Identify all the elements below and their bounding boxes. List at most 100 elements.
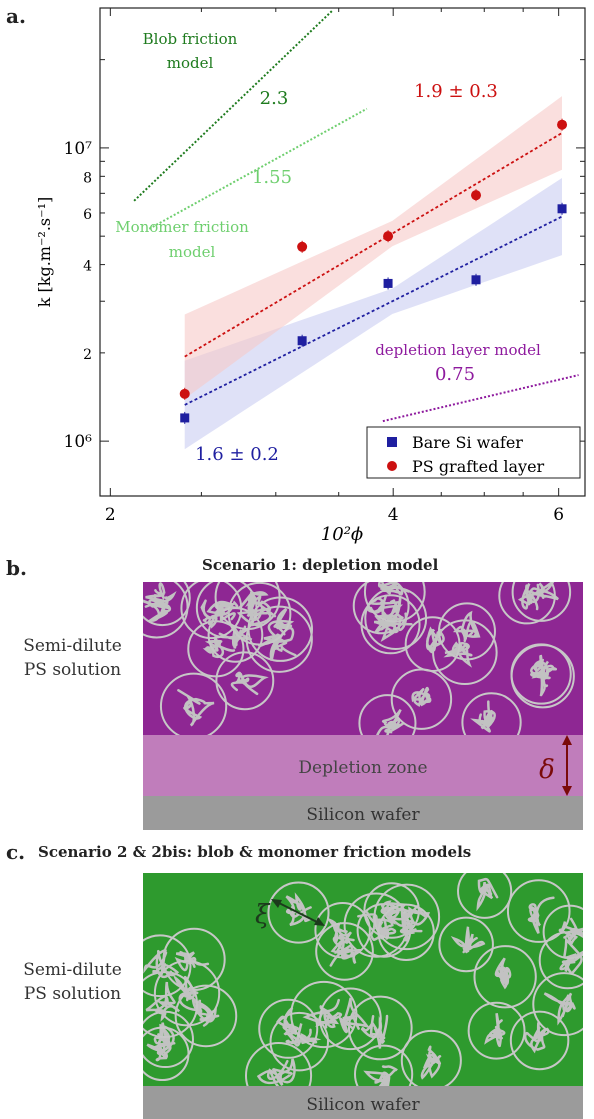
- polymer-blob: [363, 582, 426, 623]
- blob-outline: [467, 1001, 526, 1060]
- polymer-blob: [473, 945, 537, 1009]
- data-point-circle: [297, 241, 308, 252]
- scenario-c-side-line2: PS solution: [23, 984, 122, 1004]
- blob-outline: [358, 694, 417, 735]
- polymer-blob: [227, 582, 292, 646]
- polymer-blob: [400, 1029, 462, 1086]
- polymer-chain: [450, 926, 486, 954]
- polymer-chain: [172, 974, 199, 1012]
- polymer-chain: [146, 1034, 176, 1062]
- polymer-blob: [143, 582, 191, 627]
- polymer-chain: [206, 600, 239, 623]
- blob-outline: [542, 904, 583, 960]
- depletion-zone-label: Depletion zone: [298, 758, 427, 778]
- polymer-chain: [494, 957, 512, 990]
- model-line-2: [382, 374, 579, 423]
- blob-outline: [360, 594, 421, 655]
- blob-outline: [207, 607, 264, 663]
- xi-symbol: ξ: [255, 900, 271, 930]
- polymer-blob: [467, 1001, 526, 1060]
- polymer-chain: [267, 608, 295, 643]
- x-tick-label: 2: [105, 505, 116, 525]
- blob-outline: [438, 916, 494, 973]
- blob-outline: [153, 960, 221, 1027]
- polymer-chain: [329, 939, 364, 967]
- polymer-blob: [457, 873, 513, 919]
- polymer-blob: [143, 934, 192, 998]
- blob-outline: [506, 879, 571, 943]
- blob-outline: [180, 582, 243, 640]
- model-line-0: [133, 9, 334, 202]
- fit-line-0: [184, 215, 563, 406]
- blob-outline: [400, 1029, 462, 1086]
- scenario-b-diagram: Depletion zone δ Silicon wafer: [143, 582, 583, 830]
- blob-outline: [143, 971, 199, 1039]
- blob-model-label-2: model: [167, 54, 214, 72]
- polymer-chain: [256, 1058, 296, 1086]
- polymer-chain: [200, 599, 234, 629]
- legend-label: PS grafted layer: [412, 457, 545, 476]
- blob-outline: [390, 668, 453, 730]
- polymer-blob: [319, 987, 382, 1051]
- bare-fit-label: 1.6 ± 0.2: [195, 444, 279, 465]
- xi-arrow: [271, 899, 325, 926]
- blob-outline: [363, 582, 426, 623]
- polymer-chain: [275, 1007, 301, 1036]
- blob-outline: [377, 903, 435, 961]
- monomer-slope-label: 1.55: [252, 167, 292, 188]
- silicon-wafer-label-c: Silicon wafer: [306, 1095, 420, 1115]
- blob-outline: [473, 945, 537, 1009]
- polymer-blob: [532, 972, 583, 1037]
- y-tick-label: 8: [83, 170, 92, 186]
- polymer-blob: [180, 582, 243, 640]
- polymer-chain: [476, 877, 499, 912]
- panel-a-label: a.: [6, 4, 26, 28]
- polymer-blob: [437, 602, 496, 661]
- panel-b-label: b.: [6, 556, 27, 580]
- polymer-chain: [377, 582, 411, 596]
- plot-frame: [99, 7, 586, 497]
- polymer-chain: [425, 626, 445, 654]
- legend-label: Bare Si wafer: [412, 433, 523, 452]
- blob-outline: [498, 582, 556, 625]
- data-point-circle: [383, 231, 394, 242]
- delta-symbol: δ: [539, 755, 555, 785]
- polymer-chain: [420, 1045, 442, 1080]
- y-tick-label: 4: [83, 259, 92, 275]
- data-point-square: [471, 275, 481, 285]
- polymer-chain: [177, 689, 215, 727]
- blob-outline: [245, 605, 313, 673]
- x-axis-label: 10²ϕ: [321, 524, 363, 545]
- polymer-blob: [315, 922, 374, 981]
- depletion-slope-label: 0.75: [435, 364, 475, 385]
- blob-outline: [373, 883, 441, 951]
- polymer-chain: [470, 700, 496, 733]
- polymer-chain: [558, 917, 583, 948]
- data-point-square: [297, 336, 307, 346]
- scenario-c-diagram: ξ Silicon wafer: [143, 873, 583, 1119]
- blob-model-label: Blob friction: [143, 30, 238, 48]
- data-point-circle: [471, 190, 482, 201]
- blob-outline: [510, 644, 575, 709]
- polymer-chain: [236, 597, 277, 627]
- blob-outline: [143, 934, 192, 998]
- blob-outline: [267, 881, 330, 944]
- blob-outline: [511, 582, 572, 622]
- blob-outline: [315, 922, 374, 981]
- polymer-chain: [202, 636, 236, 659]
- grafted-fit-label: 1.9 ± 0.3: [414, 81, 498, 102]
- scenario-b-side-line1: Semi-dilute: [23, 636, 122, 656]
- silicon-wafer: [143, 796, 583, 830]
- scenario-b-side-label: Semi-dilute PS solution: [0, 634, 145, 682]
- polymer-chain: [543, 992, 576, 1026]
- polymer-chain: [411, 686, 432, 707]
- polymer-blob: [143, 971, 199, 1039]
- blob-outline: [245, 1042, 313, 1086]
- polymer-chain: [338, 997, 371, 1034]
- blob-outline: [227, 582, 292, 646]
- scenario-b-side-line2: PS solution: [23, 660, 122, 680]
- polymer-blob: [347, 995, 413, 1061]
- polymer-blob: [390, 668, 453, 730]
- y-tick-label: 2: [83, 347, 92, 363]
- blob-outline: [319, 987, 382, 1051]
